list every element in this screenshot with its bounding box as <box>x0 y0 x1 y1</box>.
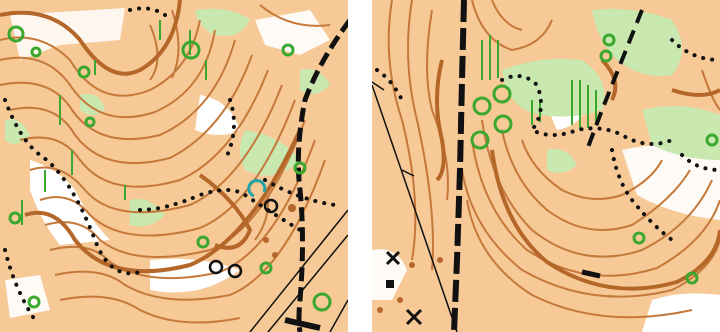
dotted-paths <box>375 38 720 242</box>
black-circles <box>208 198 279 279</box>
dotted-paths <box>3 6 337 322</box>
map-panel-right[interactable] <box>372 0 720 332</box>
road <box>451 0 644 332</box>
brown-features <box>377 257 443 313</box>
green-circles <box>7 25 332 312</box>
thin-lines <box>249 209 348 332</box>
black-square <box>386 280 394 288</box>
contour-lines <box>0 4 331 324</box>
teal-marker <box>247 179 267 198</box>
road <box>284 18 348 332</box>
green-circles <box>470 33 719 285</box>
map-panel-left[interactable] <box>0 0 348 332</box>
vegetation-areas <box>502 8 720 174</box>
panel-gap <box>348 0 372 332</box>
thin-lines <box>372 81 458 332</box>
vegetation-stripes <box>481 35 597 130</box>
cross-markers <box>385 250 423 326</box>
map-right-svg <box>372 0 720 332</box>
brown-knolls <box>263 204 296 258</box>
map-left-svg <box>0 0 348 332</box>
